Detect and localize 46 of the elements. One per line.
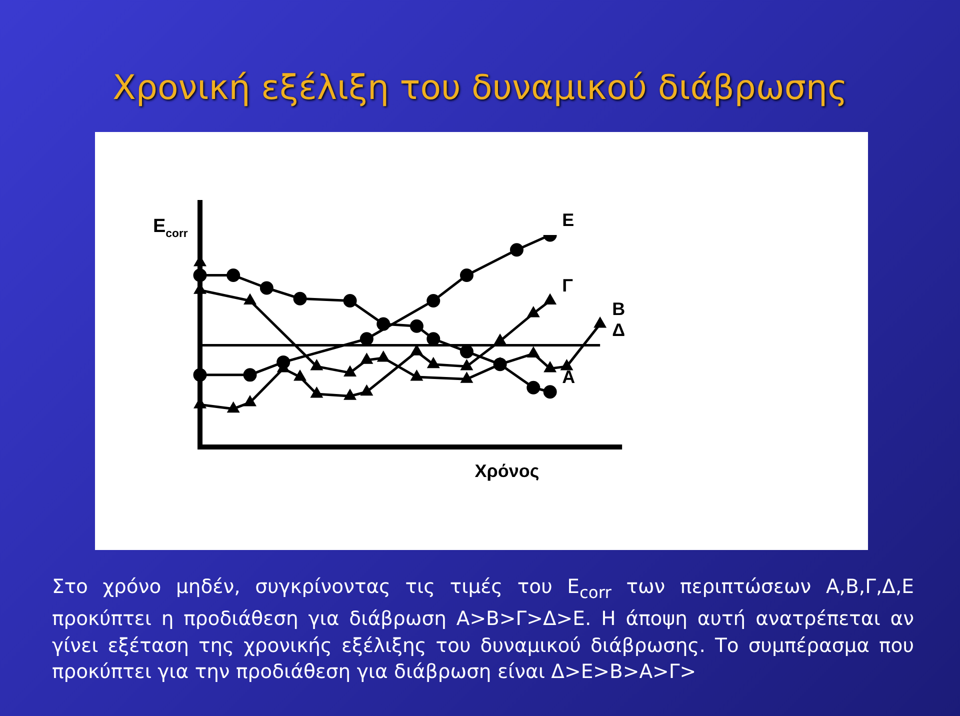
series-label: E [562, 210, 574, 230]
point [294, 370, 306, 381]
point [410, 319, 424, 333]
point [526, 380, 540, 394]
chart-title: Χρονική εξέλιξη του δυναμικού διάβρωσης [112, 68, 848, 108]
point [310, 360, 323, 370]
point [360, 332, 374, 346]
series-label: B [612, 299, 626, 320]
point [227, 402, 240, 413]
point [243, 368, 257, 382]
point [310, 387, 323, 398]
point [460, 360, 473, 370]
point [460, 268, 474, 282]
point [427, 358, 440, 368]
point [344, 389, 356, 400]
point [460, 344, 474, 358]
point [460, 372, 473, 383]
point [410, 370, 423, 381]
point [377, 351, 390, 362]
point [560, 360, 573, 370]
point [494, 334, 506, 345]
point [493, 358, 507, 372]
point [543, 385, 557, 399]
series-label: A [562, 366, 576, 387]
point [510, 243, 524, 257]
point [293, 292, 307, 306]
x-axis-title: Χρόνος [474, 461, 540, 481]
point [544, 294, 556, 304]
point [426, 294, 440, 308]
point [527, 346, 540, 358]
point [426, 332, 440, 346]
point [376, 317, 390, 331]
text: Στο χρόνο μηδέν, συγκρίνοντας τις τιμές του E$_{corr}$ των περιπτώσεων Α,Β,Γ,Δ,Ε προκύπτει η προδιάθεση για διάβρωση Α>Β>Γ>Δ>Ε. Η άποψη αυτή ανατρέπεται αν γίνει εξέταση της χρονικής εξέλιξης του δυναμικού διάβρωσης. Το συμπέρασμα που προκύπτει για την προδιάθεση για διάβρωση είναι Δ>Ε>Β>Α>Γ> [52, 574, 914, 686]
point [594, 317, 606, 328]
point [226, 268, 240, 282]
series-label: Δ [612, 320, 626, 340]
series-label: Γ [562, 276, 574, 296]
point [527, 306, 540, 318]
point [244, 294, 256, 304]
point [260, 281, 274, 295]
point [343, 294, 357, 308]
point [544, 362, 556, 372]
point [344, 366, 356, 377]
point [360, 385, 373, 396]
point [360, 353, 373, 364]
point [244, 396, 256, 406]
